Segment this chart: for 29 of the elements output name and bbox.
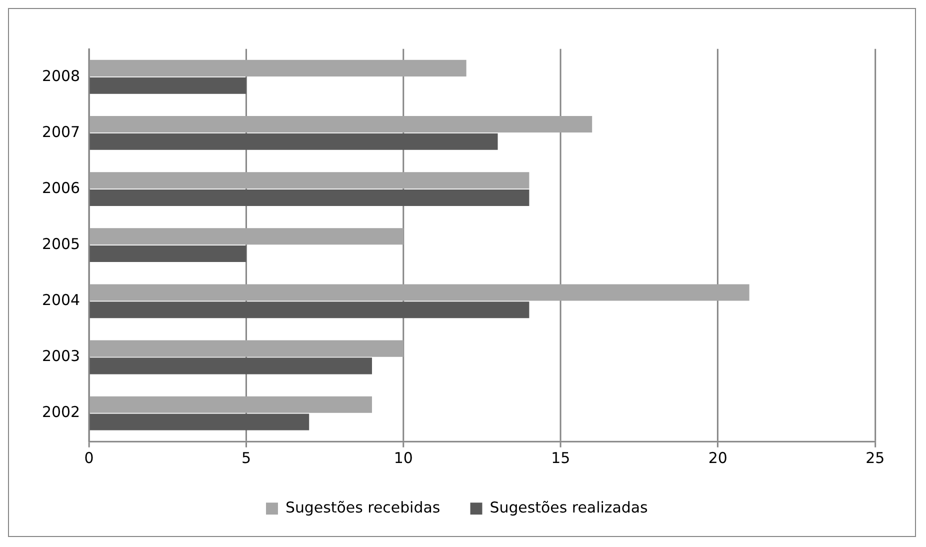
bar	[90, 246, 246, 262]
x-tick-label: 5	[241, 449, 251, 468]
legend-label: Sugestões realizadas	[490, 498, 648, 516]
bar	[90, 116, 592, 133]
x-tick-label: 10	[394, 449, 413, 468]
x-tick-label: 20	[708, 449, 728, 468]
legend-label: Sugestões recebidas	[285, 498, 440, 516]
bar	[90, 77, 246, 94]
bar	[90, 228, 404, 245]
y-tick-label: 2004	[42, 291, 80, 310]
bar	[90, 133, 498, 150]
x-tick-label: 15	[551, 449, 570, 468]
bar	[90, 60, 466, 76]
bar	[90, 284, 750, 301]
bar	[90, 340, 404, 357]
x-tick-label: 25	[866, 449, 885, 468]
bar	[90, 302, 530, 318]
bar	[90, 189, 530, 206]
bar	[90, 414, 310, 430]
bar	[90, 396, 372, 413]
x-tick-label: 0	[84, 449, 94, 468]
y-tick-label: 2008	[42, 66, 80, 85]
y-tick-label: 2007	[42, 122, 80, 141]
bar	[90, 172, 530, 189]
y-tick-label: 2005	[42, 234, 80, 253]
y-tick-label: 2002	[42, 403, 80, 422]
bar	[90, 358, 372, 374]
y-tick-label: 2006	[42, 178, 80, 197]
y-tick-label: 2003	[42, 347, 80, 366]
